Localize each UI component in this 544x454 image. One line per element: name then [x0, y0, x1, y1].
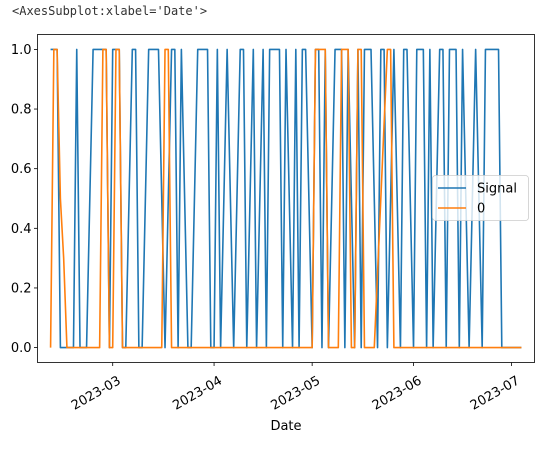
- x-axis-title: Date: [270, 419, 301, 434]
- y-tick-label: 0.6: [11, 162, 32, 177]
- x-tick-label: 2023-07: [468, 373, 523, 413]
- legend: Signal 0: [432, 175, 529, 221]
- x-tick-label: 2023-04: [170, 373, 225, 413]
- y-tick-label: 0.0: [11, 341, 32, 356]
- series-layer: [49, 48, 522, 349]
- y-tick-label: 0.4: [11, 222, 32, 237]
- y-axis: 0.0 0.2 0.4 0.6 0.8 1.0: [11, 43, 38, 356]
- y-tick-label: 0.2: [11, 281, 32, 296]
- legend-label: Signal: [477, 182, 517, 197]
- x-tick-label: 2023-05: [268, 373, 323, 413]
- legend-box: [432, 175, 529, 221]
- series-line-zero: [49, 48, 522, 349]
- output-repr: <AxesSubplot:xlabel='Date'>: [12, 4, 208, 18]
- x-tick-label: 2023-03: [69, 373, 124, 413]
- y-tick-label: 0.8: [11, 103, 32, 118]
- x-tick-label: 2023-06: [370, 373, 425, 413]
- x-axis: 2023-03 2023-04 2023-05 2023-06 2023-07: [69, 362, 523, 414]
- y-tick-label: 1.0: [11, 43, 32, 58]
- legend-label: 0: [477, 202, 485, 217]
- plot-frame: [37, 34, 535, 363]
